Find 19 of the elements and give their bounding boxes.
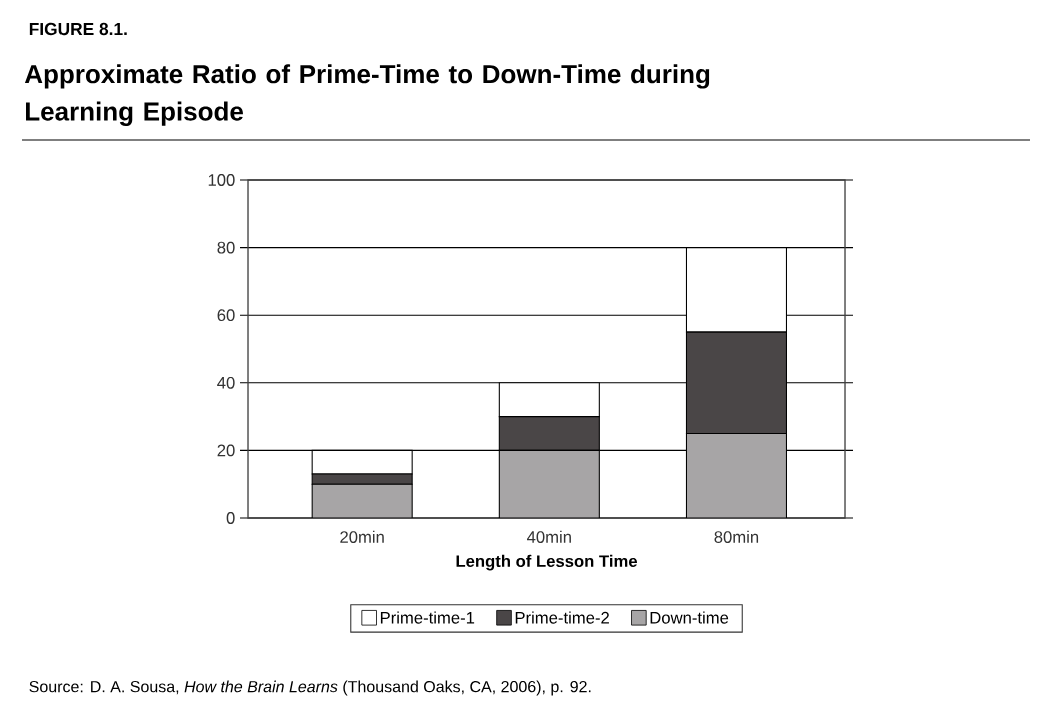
chart-title: Approximate Ratio of Prime-Time to Down-Time during Learning Episode [24,64,710,126]
y-tick-label: 40 [217,376,235,389]
y-tick-label: 60 [217,309,235,322]
x-tick-label: 80min [714,530,759,543]
bar [685,432,787,518]
x-tick-label: 20min [340,530,384,543]
y-tick-label: 80 [217,241,235,254]
y-tick-label: 20 [217,444,235,457]
bar [498,449,600,518]
source-note: Source: D. A. Sousa, How the Brain Learns (Thousand Oaks, CA, 2006), p. 92. [29,680,591,696]
legend-label: Prime-time-2 [515,611,609,624]
bar [311,483,413,518]
x-tick-label: 40min [527,530,571,543]
y-tick-label: 0 [226,512,235,524]
text: FIGURE 8.1. [29,22,127,36]
x-axis-title: Length of Lesson Time [456,554,638,571]
legend-label: Prime-time-1 [380,611,475,624]
y-tick-label: 100 [208,174,235,186]
legend-label: Down-time [650,611,729,624]
